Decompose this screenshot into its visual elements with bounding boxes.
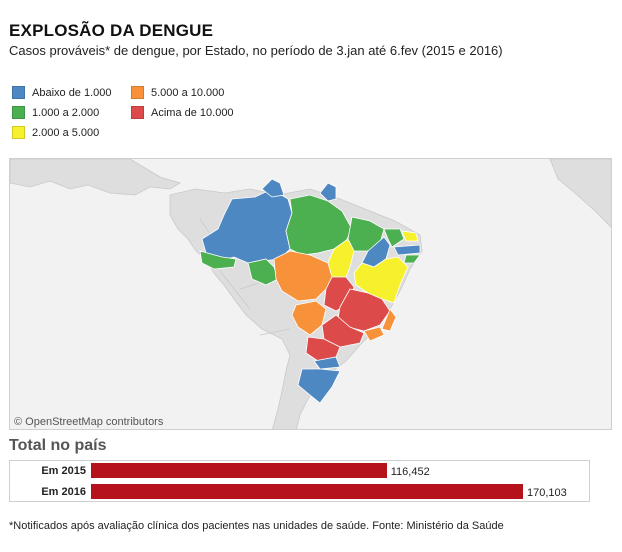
- state-pernambuco[interactable]: [393, 244, 421, 256]
- central-america-land: [10, 159, 181, 196]
- legend-label: 2.000 a 5.000: [32, 126, 100, 139]
- map-legend: Abaixo de 1.000 1.000 a 2.000 2.000 a 5.…: [12, 86, 312, 146]
- state-rio-grande-do-sul[interactable]: [297, 368, 341, 404]
- state-espirito-santo[interactable]: [381, 308, 397, 332]
- bar-category-label: Em 2016: [41, 486, 86, 498]
- state-rio-de-janeiro[interactable]: [363, 326, 385, 342]
- legend-label: Abaixo de 1.000: [32, 86, 112, 99]
- footnote: *Notificados após avaliação clínica dos …: [9, 520, 504, 532]
- state-rio-grande-do-norte[interactable]: [401, 230, 419, 242]
- map-attribution: © OpenStreetMap contributors: [14, 416, 164, 428]
- state-amapa[interactable]: [319, 182, 337, 202]
- bar-2016: [91, 484, 523, 499]
- state-bahia[interactable]: [353, 256, 409, 304]
- bar-category-label: Em 2015: [41, 465, 86, 477]
- state-roraima[interactable]: [261, 178, 285, 198]
- legend-swatch: [12, 126, 25, 139]
- legend-item-2000-5000: 2.000 a 5.000: [12, 126, 99, 139]
- state-santa-catarina[interactable]: [313, 356, 341, 370]
- bar-value-label: 170,103: [527, 487, 567, 499]
- choropleth-map[interactable]: © OpenStreetMap contributors: [9, 158, 612, 430]
- page-title: EXPLOSÃO DA DENGUE: [9, 21, 214, 40]
- state-mato-grosso-do-sul[interactable]: [291, 300, 327, 336]
- state-acre[interactable]: [199, 250, 237, 270]
- africa-land: [549, 159, 611, 228]
- state-alagoas[interactable]: [403, 254, 421, 264]
- bar-2015: [91, 463, 387, 478]
- bar-row-2016: Em 2016 170,103: [10, 482, 589, 502]
- map-svg[interactable]: © OpenStreetMap contributors: [10, 159, 612, 430]
- totals-bar-chart: Em 2015 116,452 Em 2016 170,103: [9, 460, 590, 502]
- legend-item-below-1000: Abaixo de 1.000: [12, 86, 112, 99]
- bar-row-2015: Em 2015 116,452: [10, 461, 589, 481]
- totals-title: Total no país: [9, 437, 107, 454]
- legend-swatch: [131, 86, 144, 99]
- legend-swatch: [131, 106, 144, 119]
- bar-value-label: 116,452: [390, 466, 430, 478]
- legend-swatch: [12, 106, 25, 119]
- legend-item-1000-2000: 1.000 a 2.000: [12, 106, 99, 119]
- legend-label: Acima de 10.000: [151, 106, 234, 119]
- state-minas-gerais[interactable]: [337, 288, 391, 332]
- state-ceara[interactable]: [383, 228, 405, 248]
- page-subtitle: Casos prováveis* de dengue, por Estado, …: [9, 43, 503, 58]
- legend-swatch: [12, 86, 25, 99]
- legend-item-5000-10000: 5.000 a 10.000: [131, 86, 224, 99]
- legend-item-above-10000: Acima de 10.000: [131, 106, 234, 119]
- legend-label: 1.000 a 2.000: [32, 106, 100, 119]
- legend-label: 5.000 a 10.000: [151, 86, 225, 99]
